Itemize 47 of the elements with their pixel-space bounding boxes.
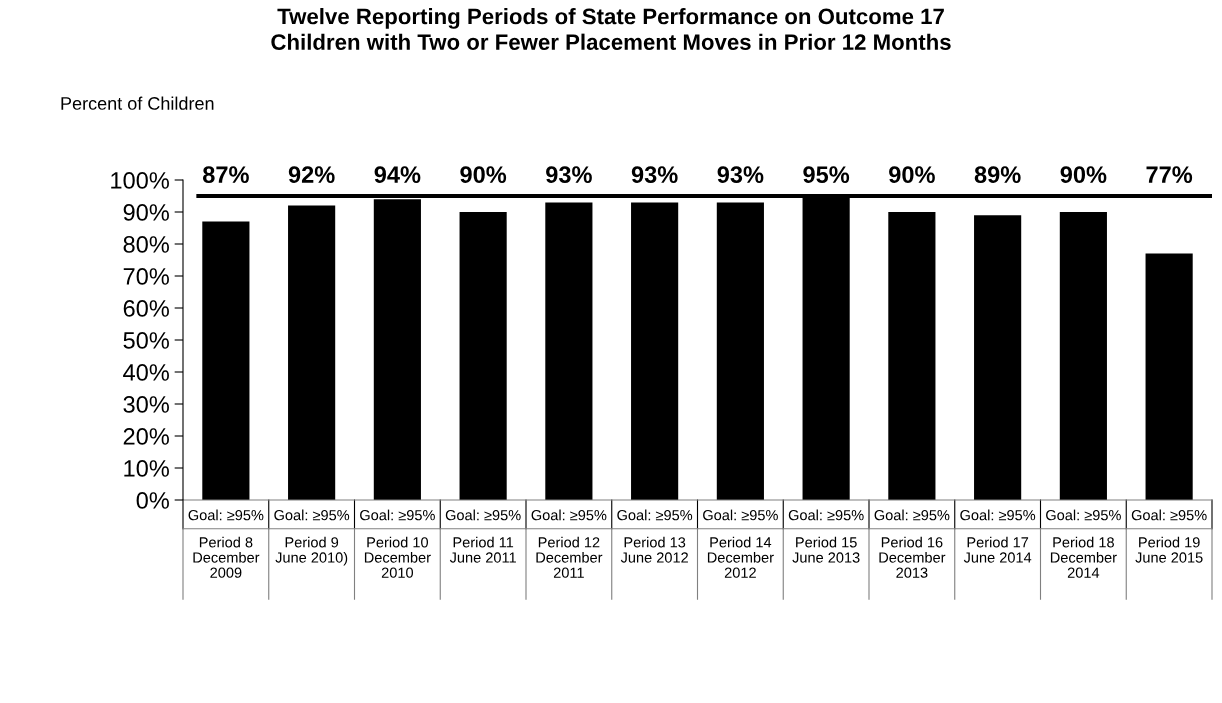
data-label: 87%	[203, 166, 249, 183]
data-label: 77%	[1146, 166, 1193, 183]
data-label: 90%	[460, 166, 507, 183]
bar	[545, 202, 593, 500]
data-label: 90%	[889, 166, 935, 183]
y-tick-label: 90%	[123, 204, 169, 221]
data-label: 89%	[974, 166, 1021, 183]
y-tick-label: 70%	[123, 268, 169, 285]
x-tick-label: Goal: ≥95% Period 19 June 2015	[1131, 509, 1207, 563]
data-label: 93%	[546, 166, 592, 184]
y-tick-label: 10%	[124, 460, 169, 477]
bar	[459, 212, 507, 500]
data-label: 92%	[288, 166, 335, 183]
data-label: 93%	[717, 166, 764, 184]
bar	[1059, 212, 1107, 500]
y-tick-label: 100%	[111, 172, 169, 189]
y-axis-title: Percent of Children	[61, 96, 214, 110]
bar	[631, 202, 679, 500]
x-tick-label: Goal: ≥95% Period 16 December 2013	[874, 509, 950, 578]
bar	[888, 212, 936, 500]
y-tick-label: 20%	[123, 428, 169, 445]
data-label: 90%	[1060, 166, 1107, 183]
data-label: 95%	[803, 166, 850, 183]
y-tick-label: 80%	[123, 236, 169, 253]
x-tick-label: Goal: ≥95% Period 11 June 2011	[445, 509, 521, 563]
bar	[288, 205, 336, 500]
bar	[1145, 253, 1193, 500]
chart-title: Twelve Reporting Periods of State Performance on Outcome 17 Children with Two or Fewer Placement Moves in Prior 12 Months	[271, 8, 951, 50]
bar	[716, 202, 764, 500]
x-tick-label: Goal: ≥95% Period 17 June 2014	[960, 509, 1036, 563]
x-tick-label: Goal: ≥95% Period 8 December 2009	[188, 509, 264, 578]
data-label: 94%	[374, 166, 421, 183]
y-tick-label: 50%	[123, 332, 169, 349]
bar	[974, 215, 1022, 500]
y-tick-label: 60%	[123, 300, 169, 317]
x-tick-label: Goal: ≥95% Period 13 June 2012	[617, 509, 693, 563]
y-tick-label: 30%	[123, 396, 169, 413]
x-tick-label: Goal: ≥95% Period 15 June 2013	[788, 509, 864, 563]
y-tick-label: 0%	[136, 492, 169, 509]
x-tick-label: Goal: ≥95% Period 12 December 2011	[531, 509, 607, 578]
data-label: 93%	[631, 166, 678, 184]
bar	[202, 221, 250, 500]
x-tick-label: Goal: ≥95% Period 14 December 2012	[703, 509, 778, 578]
y-tick-label: 40%	[123, 364, 169, 381]
x-tick-label: Goal: ≥95% Period 9 June 2010)	[274, 509, 350, 566]
x-tick-label: Goal: ≥95% Period 18 December 2014	[1046, 509, 1121, 578]
x-tick-label: Goal: ≥95% Period 10 December 2010	[360, 509, 435, 578]
